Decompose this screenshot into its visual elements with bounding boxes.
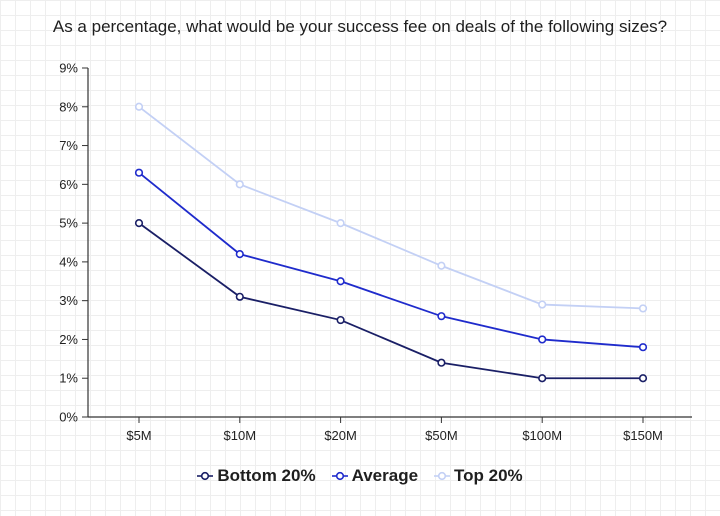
x-tick-label: $10M xyxy=(224,428,257,443)
series-average xyxy=(134,168,648,352)
series-bottom-20 xyxy=(134,219,648,383)
y-tick-label: 5% xyxy=(59,216,78,231)
chart-legend: Bottom 20% Average Top 20% xyxy=(0,466,720,486)
x-tick-label: $50M xyxy=(425,428,458,443)
data-point-bottom-20 xyxy=(235,292,244,301)
y-tick-label: 4% xyxy=(59,254,78,269)
x-axis-ticks: $5M $10M $20M $50M $100M $150M xyxy=(126,417,663,443)
series-line-top-20 xyxy=(138,106,644,310)
legend-item-average[interactable]: Average xyxy=(331,466,419,486)
data-point-bottom-20 xyxy=(638,374,648,383)
legend-swatch-icon xyxy=(434,471,451,481)
data-point-top-20 xyxy=(134,102,144,111)
chart-title: As a percentage, what would be your succ… xyxy=(52,17,668,36)
y-tick-label: 1% xyxy=(59,371,78,386)
data-point-top-20 xyxy=(336,219,345,228)
x-tick-label: $100M xyxy=(522,428,562,443)
data-point-average xyxy=(235,250,244,259)
data-point-average xyxy=(538,335,547,344)
y-tick-label: 9% xyxy=(59,61,78,76)
data-point-top-20 xyxy=(235,180,244,189)
legend-label: Average xyxy=(351,466,419,485)
y-tick-label: 2% xyxy=(59,332,78,347)
data-point-bottom-20 xyxy=(538,374,547,383)
data-point-average xyxy=(134,168,144,177)
data-point-average xyxy=(437,312,446,321)
data-point-top-20 xyxy=(538,300,547,309)
y-axis-ticks: 0% 1% 2% 3% 4% 5% 6% 7% 8% 9% xyxy=(59,61,88,425)
y-tick-label: 8% xyxy=(59,99,78,114)
legend-item-top-20[interactable]: Top 20% xyxy=(434,466,523,486)
y-tick-label: 6% xyxy=(59,177,78,192)
data-point-average xyxy=(638,343,648,352)
data-point-top-20 xyxy=(638,304,648,313)
legend-swatch-icon xyxy=(197,471,214,481)
legend-label: Bottom 20% xyxy=(217,466,316,485)
y-tick-label: 3% xyxy=(59,293,78,308)
series-line-average xyxy=(138,171,644,349)
x-tick-label: $150M xyxy=(623,428,663,443)
series-line-bottom-20 xyxy=(138,222,643,380)
data-point-bottom-20 xyxy=(336,315,345,325)
y-tick-label: 7% xyxy=(59,138,78,153)
x-tick-label: $5M xyxy=(126,428,151,443)
chart-axes xyxy=(87,68,692,418)
data-point-top-20 xyxy=(437,261,446,270)
legend-swatch-icon xyxy=(331,471,348,481)
series-layer xyxy=(134,102,648,383)
legend-item-bottom-20[interactable]: Bottom 20% xyxy=(197,466,316,486)
data-point-bottom-20 xyxy=(134,219,144,228)
y-tick-label: 0% xyxy=(59,410,78,425)
data-point-bottom-20 xyxy=(437,358,446,367)
x-tick-label: $20M xyxy=(324,428,357,443)
data-point-average xyxy=(336,277,345,286)
series-top-20 xyxy=(134,102,648,313)
legend-label: Top 20% xyxy=(454,466,523,485)
